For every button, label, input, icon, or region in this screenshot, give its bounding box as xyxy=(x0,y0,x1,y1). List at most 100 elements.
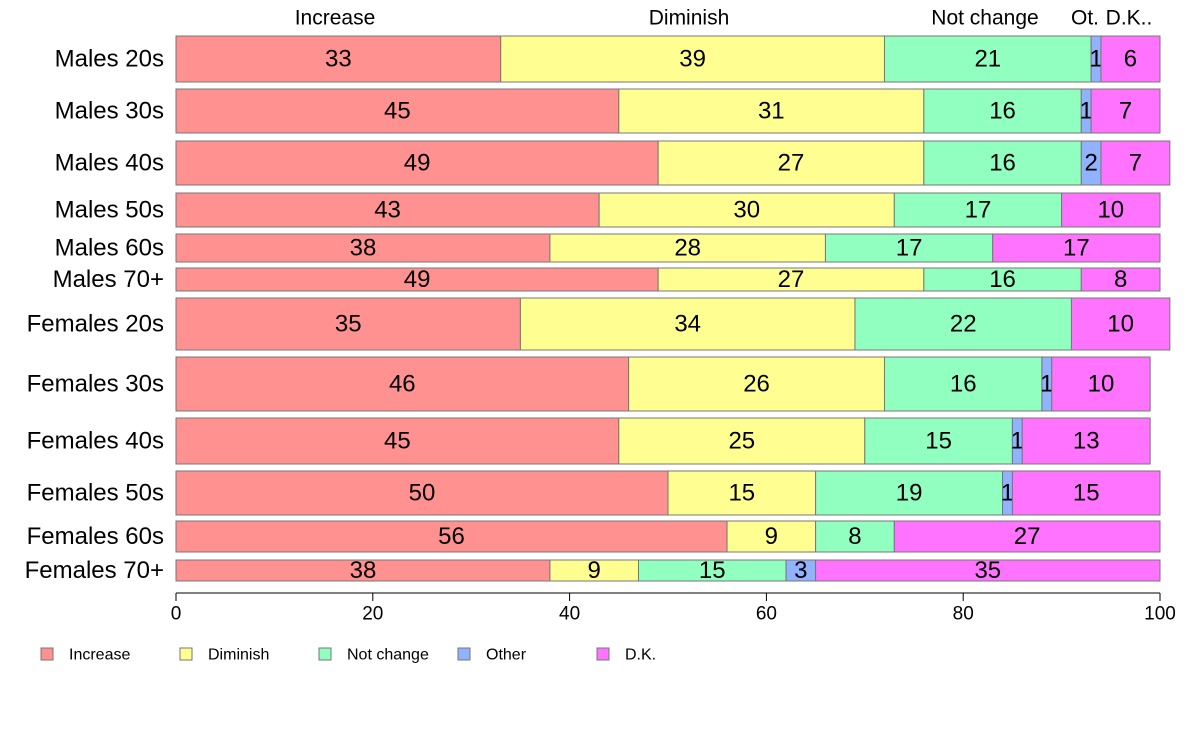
bar-segment xyxy=(657,140,925,186)
x-tick-label: 80 xyxy=(953,604,974,625)
bar-segment xyxy=(824,233,994,263)
data-label: 17 xyxy=(1063,235,1090,262)
bar-segment xyxy=(1021,417,1151,465)
category-label: Females 60s xyxy=(27,523,164,550)
data-label: 46 xyxy=(389,371,416,398)
data-label: 38 xyxy=(350,557,377,584)
row-labels-group: Males 20s Males 30s Males 40s Males 50s Male… xyxy=(25,46,164,585)
legend-label: Diminish xyxy=(208,647,269,664)
data-label: 8 xyxy=(848,523,861,550)
legend-swatch xyxy=(457,647,471,661)
bar-row: 49 27 16 8 xyxy=(175,266,1161,293)
data-label: 3 xyxy=(794,557,807,584)
top-series-label: Ot. xyxy=(1071,7,1099,30)
bar-segment xyxy=(1070,297,1171,351)
top-labels-group: Increase Diminish Not change Ot. D.K.. xyxy=(295,7,1153,30)
bar-segment xyxy=(519,297,856,351)
legend-label: Other xyxy=(486,647,527,664)
bar-segment xyxy=(854,297,1072,351)
data-label: 39 xyxy=(679,46,706,73)
bar-row: 50 15 19 1 15 xyxy=(175,470,1161,516)
data-label: 33 xyxy=(325,46,352,73)
data-label: 27 xyxy=(778,266,805,293)
data-label: 16 xyxy=(950,371,977,398)
bar-segment xyxy=(598,192,895,228)
data-label: 49 xyxy=(404,266,431,293)
bar-segment xyxy=(618,88,925,134)
bar-segment xyxy=(1061,192,1161,228)
data-label: 7 xyxy=(1119,98,1132,125)
x-tick-label: 40 xyxy=(559,604,580,625)
data-label: 16 xyxy=(989,150,1016,177)
legend-swatch xyxy=(40,647,54,661)
data-label: 22 xyxy=(950,311,977,338)
bar-segment xyxy=(175,192,600,228)
top-series-label: Increase xyxy=(295,7,376,30)
category-label: Males 30s xyxy=(55,98,164,125)
legend-label: Increase xyxy=(69,647,130,664)
bar-segment xyxy=(628,356,885,412)
bar-segment xyxy=(1090,88,1161,134)
category-label: Females 20s xyxy=(27,311,164,338)
data-label: 8 xyxy=(1114,266,1127,293)
legend-label: Not change xyxy=(347,647,429,664)
bar-segment xyxy=(175,417,620,465)
bar-segment xyxy=(893,520,1161,553)
data-label: 27 xyxy=(1014,523,1041,550)
data-label: 38 xyxy=(350,235,377,262)
legend-item: D.K. xyxy=(596,647,656,664)
top-series-label: Diminish xyxy=(649,7,730,30)
bar-segment xyxy=(992,233,1161,263)
data-label: 15 xyxy=(925,428,952,455)
bar-segment xyxy=(815,520,895,553)
legend-swatch xyxy=(596,647,610,661)
bar-segment xyxy=(500,35,885,83)
legend-item: Not change xyxy=(318,647,429,664)
data-label: 15 xyxy=(1073,480,1100,507)
bar-row: 33 39 21 1 6 xyxy=(175,35,1161,83)
data-label: 28 xyxy=(674,235,701,262)
bar-segment xyxy=(618,417,866,465)
bar-segment xyxy=(549,233,826,263)
data-label: 7 xyxy=(1129,150,1142,177)
data-label: 30 xyxy=(733,197,760,224)
legend-label: D.K. xyxy=(625,647,656,664)
bar-segment xyxy=(175,520,728,553)
data-label: 26 xyxy=(743,371,770,398)
bar-row: 43 30 17 10 xyxy=(175,192,1161,228)
bar-row: 56 9 8 27 xyxy=(175,520,1161,553)
bar-segment xyxy=(893,192,1063,228)
data-label: 45 xyxy=(384,428,411,455)
data-label: 15 xyxy=(699,557,726,584)
data-label: 49 xyxy=(404,150,431,177)
legend-item: Diminish xyxy=(179,647,269,664)
data-label: 1 xyxy=(1089,46,1102,73)
bar-segment xyxy=(815,559,1161,582)
data-label: 25 xyxy=(728,428,755,455)
category-label: Males 20s xyxy=(55,46,164,73)
data-label: 10 xyxy=(1088,371,1115,398)
bar-segment xyxy=(923,140,1082,186)
data-label: 31 xyxy=(758,98,785,125)
data-label: 16 xyxy=(989,266,1016,293)
category-label: Males 50s xyxy=(55,197,164,224)
bar-row: 45 31 16 1 7 xyxy=(175,88,1161,134)
bar-segment xyxy=(175,233,551,263)
data-label: 15 xyxy=(728,480,755,507)
x-tick-label: 0 xyxy=(171,604,182,625)
legend-item: Other xyxy=(457,647,527,664)
top-series-label: Not change xyxy=(931,7,1038,30)
data-label: 2 xyxy=(1084,150,1097,177)
data-label: 10 xyxy=(1107,311,1134,338)
data-label: 17 xyxy=(965,197,992,224)
data-label: 56 xyxy=(438,523,465,550)
bar-row: 35 34 22 10 xyxy=(175,297,1171,351)
category-label: Females 40s xyxy=(27,428,164,455)
bar-segment xyxy=(1100,140,1171,186)
x-tick-label: 60 xyxy=(756,604,777,625)
bar-segment xyxy=(815,470,1004,516)
bar-segment xyxy=(175,470,669,516)
bar-segment xyxy=(1051,356,1151,412)
